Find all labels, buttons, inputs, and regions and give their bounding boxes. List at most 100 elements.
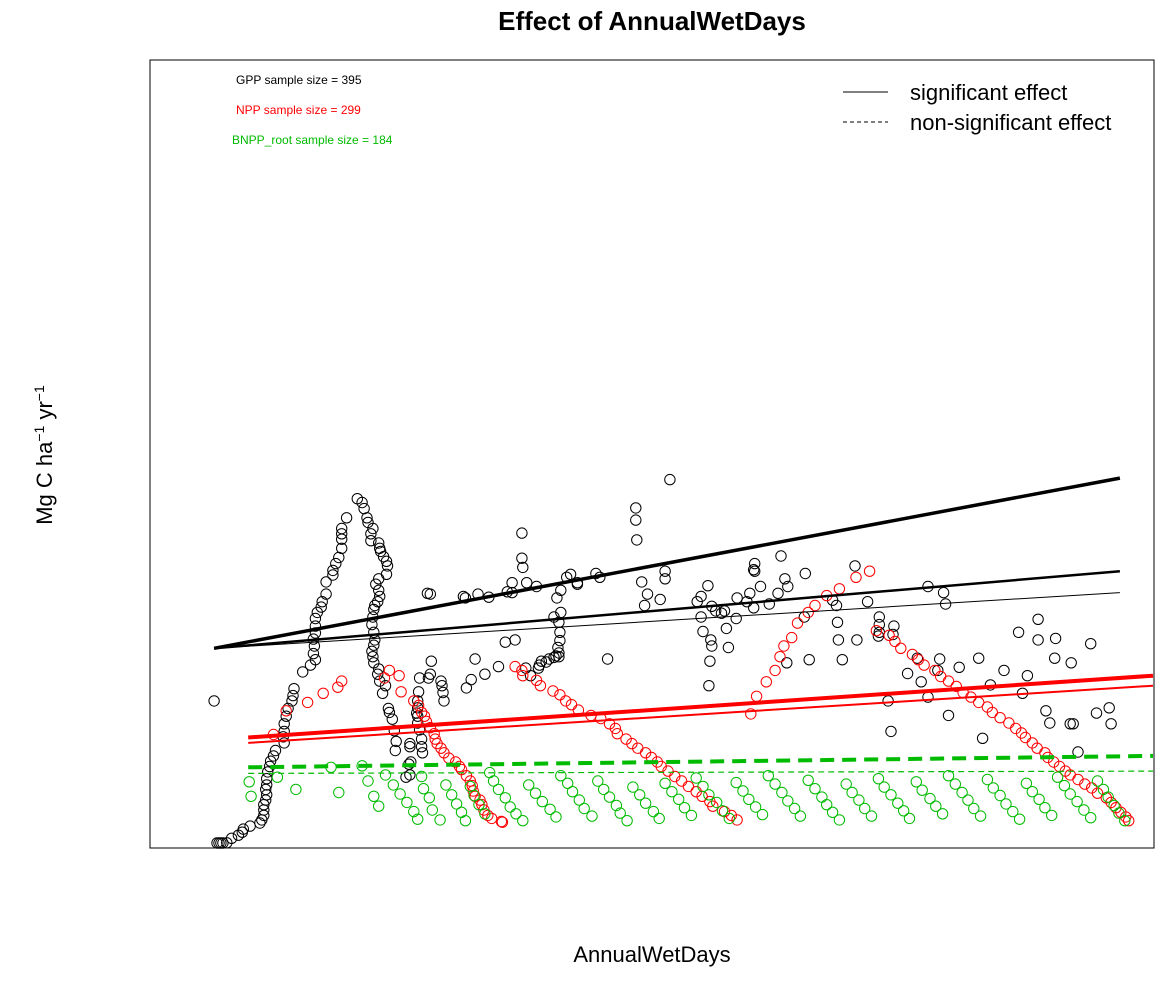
data-point-gpp-212 (327, 569, 339, 581)
data-point-bnpp_root-20 (434, 814, 446, 826)
data-point-bnpp_root-14 (408, 805, 420, 818)
data-point-gpp-201 (358, 502, 370, 515)
data-point-npp-41 (534, 680, 547, 692)
data-point-npp-93 (942, 675, 955, 687)
data-point-gpp-204 (340, 512, 353, 524)
data-point-bnpp_root-36 (517, 815, 529, 827)
data-point-gpp-87 (772, 587, 784, 599)
data-point-bnpp_root-128 (1102, 791, 1114, 803)
data-point-bnpp_root-56 (639, 797, 652, 809)
data-point-bnpp_root-28 (473, 799, 485, 811)
data-point-gpp-60 (1032, 634, 1044, 646)
data-point-bnpp_root-98 (910, 776, 922, 788)
fit-line-gpp-1 (213, 569, 1121, 650)
data-point-npp-50 (609, 722, 622, 735)
data-point-gpp-203 (351, 493, 363, 505)
data-point-npp-91 (929, 664, 941, 677)
data-point-gpp-139 (438, 695, 450, 707)
data-point-bnpp_root-22 (446, 789, 458, 801)
data-point-bnpp_root-8 (368, 790, 380, 802)
data-point-gpp-165 (388, 725, 400, 737)
data-point-bnpp_root-18 (423, 792, 435, 804)
legend-label-0: significant effect (910, 80, 1067, 105)
data-point-gpp-217 (311, 606, 323, 619)
y-axis-label-exp2: −1 (31, 385, 47, 401)
data-point-gpp-105 (720, 622, 733, 635)
data-point-gpp-54 (1064, 718, 1076, 730)
data-point-bnpp_root-66 (703, 789, 715, 801)
data-point-gpp-146 (413, 672, 426, 684)
data-point-bnpp_root-75 (762, 770, 774, 782)
data-point-npp-90 (918, 659, 930, 671)
data-point-gpp-134 (492, 660, 505, 673)
data-point-npp-9 (395, 686, 407, 698)
data-point-npp-52 (620, 733, 632, 745)
data-point-bnpp_root-112 (1000, 798, 1012, 810)
data-point-npp-4 (332, 681, 344, 693)
data-point-gpp-175 (367, 651, 379, 663)
data-point-bnpp_root-108 (974, 810, 987, 822)
data-point-npp-75 (778, 640, 790, 652)
data-point-gpp-174 (368, 657, 380, 669)
data-point-bnpp_root-33 (499, 792, 511, 804)
data-point-gpp-164 (390, 735, 402, 748)
data-point-gpp-34 (775, 550, 787, 562)
data-point-bnpp_root-10 (379, 769, 392, 781)
data-point-gpp-189 (380, 568, 393, 580)
fit-line-bnpp_root-5 (248, 753, 1154, 770)
data-point-bnpp_root-35 (510, 808, 522, 820)
data-point-bnpp_root-1 (245, 790, 257, 802)
data-point-gpp-36 (798, 611, 810, 623)
data-point-gpp-56 (1105, 718, 1117, 730)
data-point-gpp-95 (749, 565, 761, 577)
data-point-gpp-111 (636, 576, 648, 588)
fit-lines (213, 476, 1154, 775)
data-point-gpp-109 (641, 588, 654, 600)
sample-size-note-0: GPP sample size = 395 (236, 73, 362, 87)
data-point-gpp-96 (748, 564, 760, 576)
data-point-bnpp_root-16 (415, 770, 428, 783)
data-point-gpp-231 (280, 710, 292, 722)
data-point-bnpp_root-122 (1064, 788, 1076, 800)
data-point-npp-85 (883, 629, 895, 641)
data-point-gpp-66 (998, 664, 1010, 677)
data-point-bnpp_root-12 (394, 788, 406, 800)
data-point-npp-55 (639, 747, 652, 759)
data-point-npp-92 (935, 670, 947, 683)
data-point-bnpp_root-111 (994, 789, 1006, 802)
data-point-npp-49 (603, 718, 616, 730)
data-point-gpp-78 (873, 618, 885, 631)
data-point-gpp-154 (415, 733, 428, 745)
data-point-bnpp_root-62 (678, 802, 691, 814)
data-point-gpp-99 (695, 590, 707, 603)
data-point-npp-8 (393, 670, 405, 682)
data-point-bnpp_root-73 (749, 801, 762, 813)
y-axis-label-base: Mg C ha (32, 441, 57, 525)
data-point-gpp-183 (369, 599, 381, 612)
data-point-gpp-228 (287, 689, 299, 702)
data-point-gpp-254 (232, 829, 245, 841)
data-point-gpp-113 (659, 565, 671, 577)
data-point-gpp-209 (333, 551, 345, 564)
data-point-bnpp_root-88 (846, 786, 858, 799)
data-point-gpp-89 (781, 657, 793, 669)
data-point-gpp-8 (506, 577, 518, 589)
x-axis-label: AnnualWetDays (573, 942, 730, 967)
data-point-gpp-232 (278, 718, 290, 730)
data-point-npp-38 (516, 664, 528, 677)
data-point-gpp-103 (706, 640, 718, 652)
data-point-gpp-176 (366, 645, 378, 657)
data-point-bnpp_root-84 (821, 799, 833, 811)
data-point-bnpp_root-91 (865, 810, 878, 822)
data-point-gpp-179 (368, 626, 380, 638)
data-point-gpp-161 (404, 769, 416, 781)
data-point-gpp-120 (554, 634, 566, 647)
data-point-npp-77 (791, 617, 804, 629)
data-point-npp-33 (482, 809, 494, 822)
data-point-bnpp_root-125 (1085, 812, 1097, 824)
data-point-gpp-76 (861, 596, 874, 608)
data-point-gpp-207 (336, 533, 348, 545)
data-point-gpp-162 (400, 771, 412, 783)
data-point-bnpp_root-57 (647, 805, 660, 818)
data-point-gpp-215 (316, 596, 328, 608)
